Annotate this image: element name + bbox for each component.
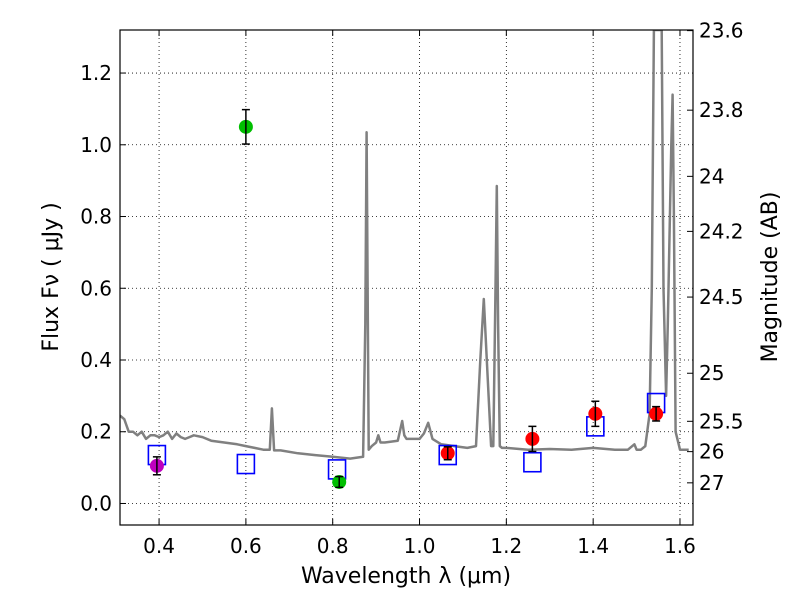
mag-tick-label: 23.8 xyxy=(699,98,744,122)
x-tick-label: 1.6 xyxy=(664,534,696,558)
y-axis-label: Flux Fν ( μJy ) xyxy=(39,202,64,351)
y-tick-label: 0.6 xyxy=(80,276,112,300)
model-photometry-square xyxy=(523,451,542,473)
x-tick-label: 0.4 xyxy=(143,534,175,558)
model-photometry-square xyxy=(236,453,256,475)
y-axis-right-label: Magnitude (AB) xyxy=(758,192,783,363)
mag-tick-label: 24.2 xyxy=(699,219,744,243)
y-tick-label: 1.2 xyxy=(80,61,112,85)
x-tick-label: 0.8 xyxy=(317,534,349,558)
y-tick-label: 1.0 xyxy=(80,133,112,157)
mag-tick-label: 26 xyxy=(699,440,724,464)
grid xyxy=(120,30,693,525)
y-tick-label: 0.8 xyxy=(80,205,112,229)
y-tick-label: 0.2 xyxy=(80,420,112,444)
x-tick-label: 1.0 xyxy=(404,534,436,558)
mag-tick-label: 25 xyxy=(699,361,724,385)
x-tick-label: 0.6 xyxy=(230,534,262,558)
x-tick-label: 1.4 xyxy=(577,534,609,558)
mag-tick-label: 24.5 xyxy=(699,285,744,309)
y-tick-label: 0.4 xyxy=(80,348,112,372)
mag-tick-label: 23.6 xyxy=(699,19,744,43)
plot-frame xyxy=(119,29,694,526)
x-axis-label: Wavelength λ (μm) xyxy=(301,564,511,589)
mag-tick-label: 27 xyxy=(699,471,724,495)
plot-data xyxy=(120,30,689,489)
mag-tick-label: 25.5 xyxy=(699,409,744,433)
model-photometry-square xyxy=(438,444,458,466)
mag-tick-label: 24 xyxy=(699,164,724,188)
x-tick-label: 1.2 xyxy=(490,534,522,558)
ticks: 0.4 0.6 0.8 1.0 1.2 1.4 1.6 0.0 0.2 0.4 0.6 0.8 1.0 1… xyxy=(80,19,743,558)
model-spectrum-line xyxy=(120,30,689,460)
y-tick-label: 0.0 xyxy=(80,491,112,515)
